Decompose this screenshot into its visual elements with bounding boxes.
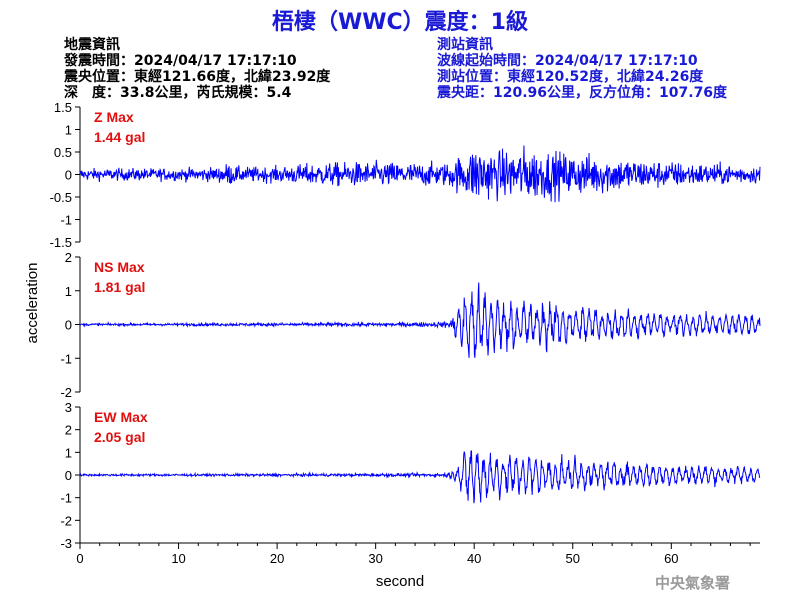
x-tick-label: 20 bbox=[270, 551, 284, 566]
max-label-ew: EW Max bbox=[94, 409, 148, 425]
y-tick-label-ns: 2 bbox=[65, 250, 72, 265]
y-tick-label-ew: 3 bbox=[65, 400, 72, 415]
y-tick-label-ns: -1 bbox=[60, 351, 72, 366]
y-tick-label-ew: 2 bbox=[65, 423, 72, 438]
y-tick-label-z: -1.5 bbox=[50, 235, 72, 250]
epicenter-location: 震央位置：東經121.66度，北緯23.92度 bbox=[64, 69, 331, 85]
y-tick-label-ns: 1 bbox=[65, 284, 72, 299]
y-tick-label-ns: 0 bbox=[65, 318, 72, 333]
y-tick-label-z: -1 bbox=[60, 213, 72, 228]
depth-magnitude: 深 度：33.8公里，芮氏規模：5.4 bbox=[64, 85, 292, 101]
x-tick-label: 0 bbox=[76, 551, 83, 566]
y-tick-label-ew: 0 bbox=[65, 468, 72, 483]
y-tick-label-z: 0 bbox=[65, 168, 72, 183]
y-tick-label-z: 1.5 bbox=[54, 100, 72, 115]
distance-azimuth: 震央距：120.96公里，反方位角：107.76度 bbox=[437, 85, 728, 101]
y-tick-label-ew: -1 bbox=[60, 491, 72, 506]
station-info-block: 測站資訊 波線起始時間：2024/04/17 17:17:10 測站位置：東經1… bbox=[437, 37, 727, 101]
x-tick-label: 40 bbox=[467, 551, 481, 566]
max-value-ns: 1.81 gal bbox=[94, 279, 145, 295]
x-tick-label: 10 bbox=[171, 551, 185, 566]
y-axis-title: acceleration bbox=[24, 263, 41, 344]
quake-info-heading: 地震資訊 bbox=[64, 37, 120, 53]
y-tick-label-z: 0.5 bbox=[54, 145, 72, 160]
x-axis-title: second bbox=[376, 573, 424, 590]
wave-start-time: 波線起始時間：2024/04/17 17:17:10 bbox=[437, 53, 698, 69]
y-tick-label-ew: -2 bbox=[60, 513, 72, 528]
waveform-trace-ns bbox=[79, 282, 761, 358]
x-tick-label: 30 bbox=[368, 551, 382, 566]
station-info-heading: 測站資訊 bbox=[437, 37, 493, 53]
max-value-ew: 2.05 gal bbox=[94, 429, 145, 445]
x-tick-label: 50 bbox=[566, 551, 580, 566]
waveform-trace-z bbox=[79, 145, 761, 203]
origin-time: 發震時間：2024/04/17 17:17:10 bbox=[64, 53, 297, 69]
y-tick-label-z: 1 bbox=[65, 123, 72, 138]
max-value-z: 1.44 gal bbox=[94, 129, 145, 145]
max-label-ns: NS Max bbox=[94, 259, 145, 275]
y-tick-label-ew: 1 bbox=[65, 445, 72, 460]
max-label-z: Z Max bbox=[94, 109, 134, 125]
quake-info-block: 地震資訊 發震時間：2024/04/17 17:17:10 震央位置：東經121… bbox=[64, 37, 330, 101]
y-tick-label-z: -0.5 bbox=[50, 190, 72, 205]
y-tick-label-ew: -3 bbox=[60, 536, 72, 551]
chart-title: 梧棲（WWC）震度：1級 bbox=[272, 10, 528, 35]
x-tick-label: 60 bbox=[664, 551, 678, 566]
agency-watermark: 中央氣象署 bbox=[655, 574, 731, 592]
waveform-trace-ew bbox=[79, 450, 761, 504]
station-location: 測站位置：東經120.52度，北緯24.26度 bbox=[437, 69, 704, 85]
y-tick-label-ns: -2 bbox=[60, 385, 72, 400]
